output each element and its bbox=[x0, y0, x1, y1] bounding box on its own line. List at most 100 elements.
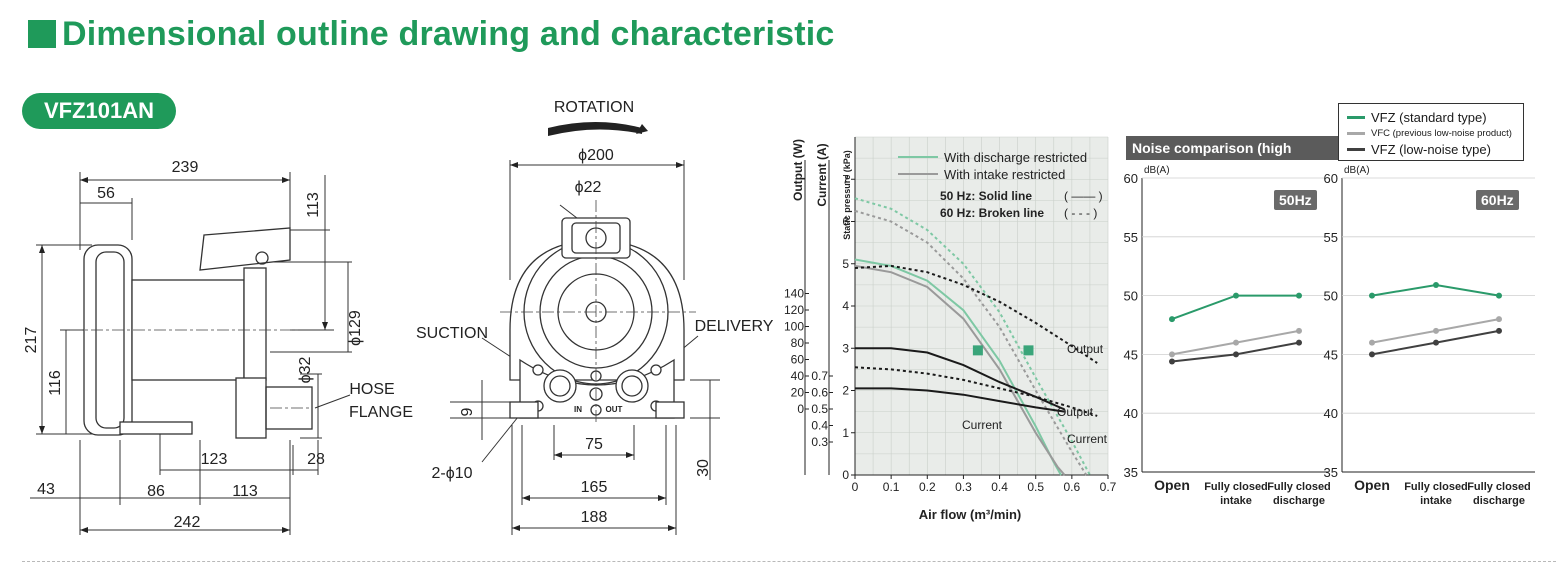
rotation-label: ROTATION bbox=[554, 99, 634, 116]
noise-y-tick-60hz: 35 bbox=[1324, 465, 1338, 480]
pressure-tick-label: 2 bbox=[842, 384, 849, 398]
noise-y-tick-50hz: 55 bbox=[1124, 230, 1138, 245]
pressure-axis-title: Static pressure (kPa) bbox=[842, 150, 852, 240]
noise-y-tick-60hz: 50 bbox=[1324, 289, 1338, 304]
title-marker bbox=[28, 20, 56, 48]
noise-y-tick-50hz: 45 bbox=[1124, 347, 1138, 362]
dim-flange-dia: ϕ129 bbox=[347, 310, 364, 346]
legend-50hz-symbol: ( —— ) bbox=[1064, 189, 1103, 203]
operating-point-marker bbox=[972, 345, 983, 356]
dim-bolt-holes: 2-ϕ10 bbox=[432, 465, 473, 482]
page-title: Dimensional outline drawing and characte… bbox=[28, 12, 835, 56]
x-tick-label: 0.2 bbox=[919, 480, 936, 494]
legend-intake-label: With intake restricted bbox=[944, 167, 1065, 182]
dim-inlet-width: 56 bbox=[97, 185, 115, 202]
noise-y-tick-60hz: 60 bbox=[1324, 171, 1338, 186]
x-tick-label: 0.3 bbox=[955, 480, 972, 494]
dim-terminal-dia: ϕ22 bbox=[575, 179, 602, 196]
legend-50hz-label: 50 Hz: Solid line bbox=[940, 189, 1032, 203]
legend-swatch-previous bbox=[1347, 132, 1365, 135]
output-tick-label: 40 bbox=[791, 369, 805, 383]
noise-legend: VFZ (standard type) VFC (previous low-no… bbox=[1338, 103, 1524, 161]
dim-casing-dia: ϕ200 bbox=[578, 147, 614, 164]
noise-cat-discharge-line2-60hz: discharge bbox=[1473, 495, 1525, 507]
noise-unit-60hz: dB(A) bbox=[1344, 165, 1370, 176]
annotation-current-50hz: Current bbox=[962, 418, 1003, 432]
pressure-tick-label: 6 bbox=[842, 215, 849, 229]
current-tick-label: 0.5 bbox=[811, 402, 828, 416]
output-tick-label: 140 bbox=[784, 287, 804, 301]
pressure-tick-label: 1 bbox=[842, 426, 849, 440]
output-tick-label: 80 bbox=[791, 336, 805, 350]
output-tick-label: 0 bbox=[797, 402, 804, 416]
current-tick-label: 0.6 bbox=[811, 386, 828, 400]
legend-60hz-label: 60 Hz: Broken line bbox=[940, 206, 1044, 220]
bottom-rule bbox=[22, 561, 1556, 562]
noise-point-0-60hz bbox=[1496, 292, 1502, 299]
pressure-tick-label: 5 bbox=[842, 257, 849, 271]
series-with-intake-restricted-60hz bbox=[854, 209, 1088, 476]
annotation-current-60hz: Current bbox=[1067, 432, 1108, 446]
noise-unit-50hz: dB(A) bbox=[1144, 165, 1170, 176]
legend-previous: VFC (previous low-noise product) bbox=[1347, 128, 1512, 139]
dim-box-height: 113 bbox=[305, 192, 322, 218]
x-tick-label: 0.6 bbox=[1064, 480, 1081, 494]
noise-y-tick-60hz: 45 bbox=[1324, 347, 1338, 362]
noise-cat-open-50hz: Open bbox=[1154, 477, 1190, 493]
legend-low-noise: VFZ (low-noise type) bbox=[1347, 142, 1491, 157]
page-title-text: Dimensional outline drawing and characte… bbox=[62, 14, 835, 53]
delivery-label: DELIVERY bbox=[695, 318, 774, 335]
series-output-50hz bbox=[855, 347, 1066, 411]
output-tick-label: 120 bbox=[784, 303, 804, 317]
pressure-tick-label: 0 bbox=[842, 468, 849, 482]
noise-point-2-60hz bbox=[1369, 351, 1375, 358]
x-tick-label: 0.1 bbox=[883, 480, 900, 494]
series-with-intake-restricted-50hz bbox=[854, 264, 1066, 476]
badge-60hz: 60Hz bbox=[1476, 190, 1519, 210]
x-tick-label: 0.4 bbox=[991, 480, 1008, 494]
dim-port-dia: ϕ32 bbox=[297, 357, 314, 384]
annotation-output-50hz: Output bbox=[1057, 405, 1094, 419]
current-axis-title: Current (A) bbox=[815, 143, 829, 206]
noise-y-tick-50hz: 35 bbox=[1124, 465, 1138, 480]
output-tick-label: 60 bbox=[791, 353, 805, 367]
dim-base-height: 30 bbox=[695, 459, 712, 477]
dim-overall-top: 239 bbox=[172, 159, 199, 176]
series-output-60hz bbox=[854, 264, 1098, 364]
legend-previous-label: VFC (previous low-noise product) bbox=[1371, 128, 1512, 139]
noise-point-1-50hz bbox=[1169, 351, 1175, 358]
model-badge: VFZ101AN bbox=[22, 93, 177, 129]
noise-cat-discharge-line1-50hz: Fully closed bbox=[1267, 481, 1331, 493]
noise-point-1-50hz bbox=[1296, 327, 1302, 334]
legend-standard: VFZ (standard type) bbox=[1347, 110, 1487, 125]
series-with-discharge-restricted-60hz bbox=[854, 197, 1091, 476]
badge-50hz: 50Hz bbox=[1274, 190, 1317, 210]
noise-cat-open-60hz: Open bbox=[1354, 477, 1390, 493]
noise-point-1-60hz bbox=[1369, 339, 1375, 346]
noise-point-1-60hz bbox=[1433, 327, 1439, 334]
pressure-tick-label: 4 bbox=[842, 299, 849, 313]
legend-60hz-symbol: ( - - - ) bbox=[1064, 206, 1097, 220]
noise-line-0-50hz bbox=[1171, 294, 1299, 321]
output-tick-label: 100 bbox=[784, 320, 804, 334]
port-out-label: OUT bbox=[606, 405, 623, 414]
x-tick-label: 0 bbox=[852, 480, 859, 494]
dim-left-offset: 43 bbox=[37, 481, 55, 498]
noise-y-tick-50hz: 40 bbox=[1124, 406, 1138, 421]
noise-point-2-50hz bbox=[1169, 358, 1175, 365]
dim-overall-bottom: 242 bbox=[174, 514, 201, 531]
output-axis-title: Output (W) bbox=[791, 139, 805, 201]
suction-label: SUCTION bbox=[416, 325, 488, 342]
noise-cat-intake-line2-50hz: intake bbox=[1220, 495, 1252, 507]
current-tick-label: 0.3 bbox=[811, 435, 828, 449]
series-current-60hz bbox=[854, 366, 1098, 417]
side-view-drawing: 239 56 113 ϕ129 217 116 ϕ32 123 28 43 86… bbox=[23, 159, 413, 535]
dim-port-offset: 28 bbox=[307, 451, 325, 468]
noise-cat-intake-line1-60hz: Fully closed bbox=[1404, 481, 1468, 493]
noise-y-tick-60hz: 40 bbox=[1324, 406, 1338, 421]
x-tick-label: 0.5 bbox=[1027, 480, 1044, 494]
dim-port-pitch: 75 bbox=[585, 436, 603, 453]
front-view-drawing: ROTATION ϕ200 ϕ22 SUCTION DELIVERY 9 2-ϕ… bbox=[416, 99, 774, 535]
noise-point-0-50hz bbox=[1169, 316, 1175, 323]
noise-charts: dB(A) 35 40 45 50 55 60 Open Fully closed intake F… bbox=[1124, 165, 1535, 507]
